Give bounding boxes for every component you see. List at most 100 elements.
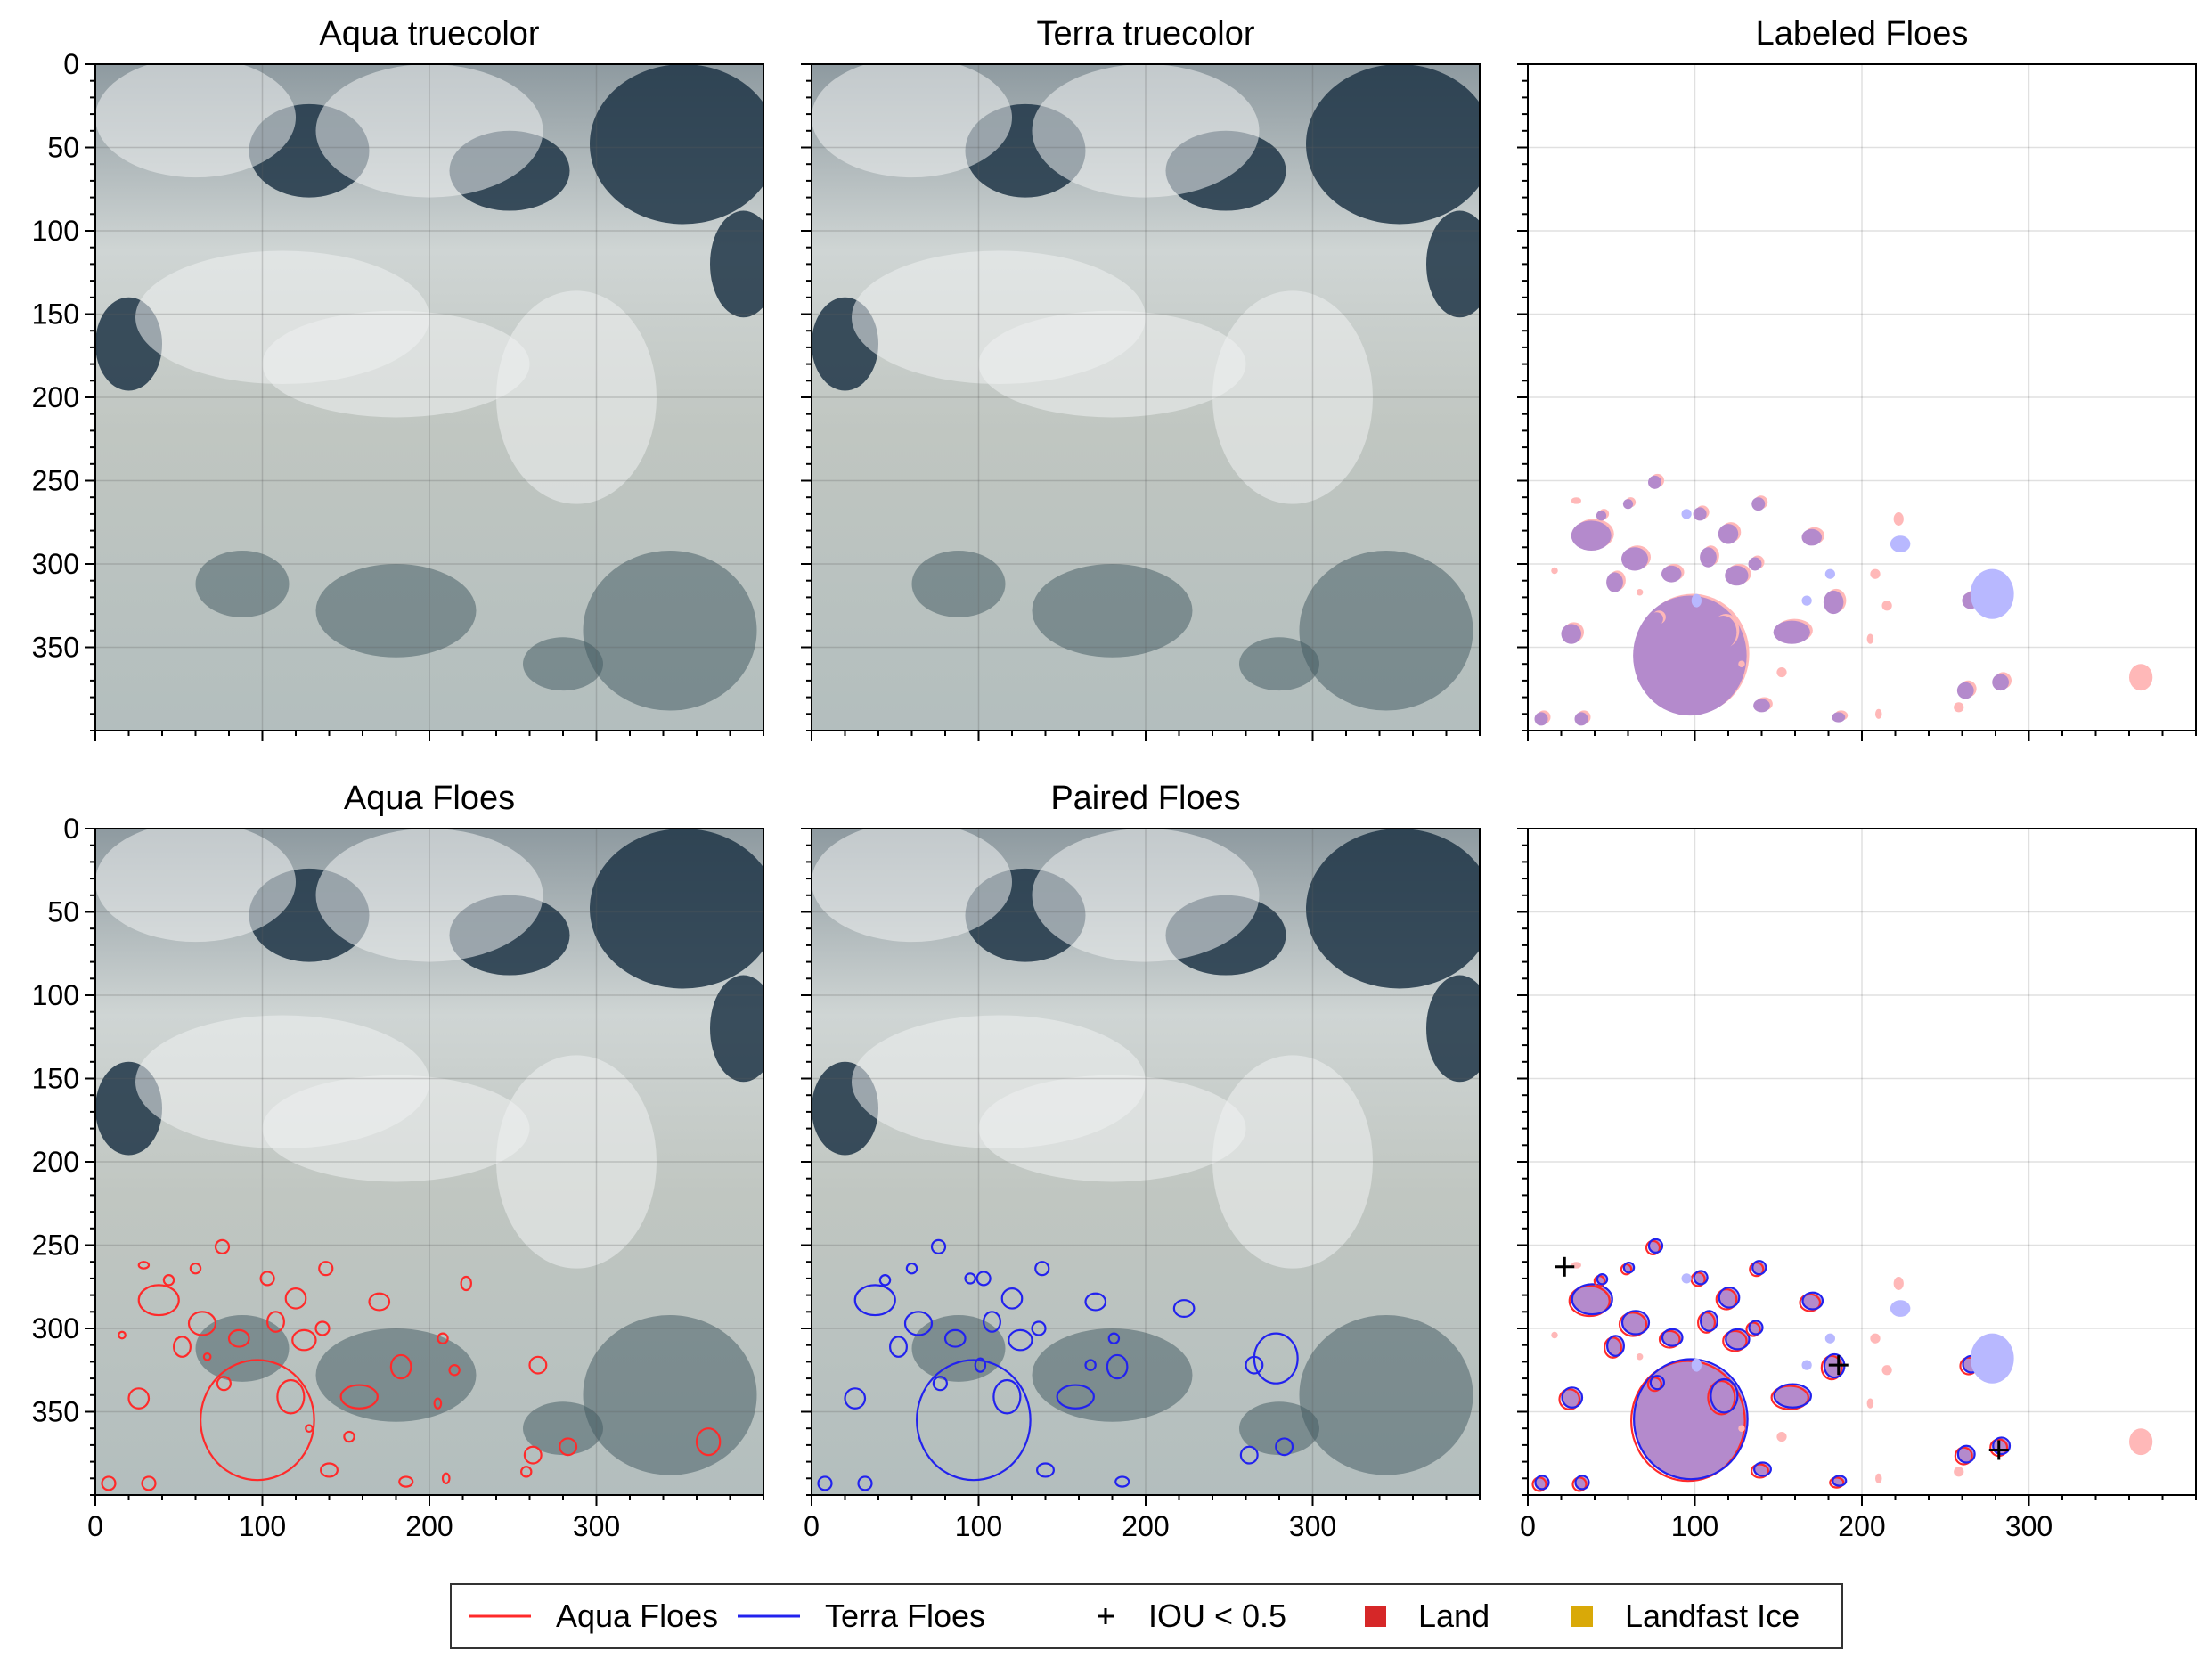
floe-label-fill xyxy=(1633,595,1747,716)
floe-label-fill xyxy=(1710,1379,1737,1414)
aqua-floe-outline xyxy=(1568,1285,1611,1318)
floe-label-fill xyxy=(1970,568,2014,619)
aqua-floe-outline xyxy=(141,1475,157,1491)
legend-label: Landfast Ice xyxy=(1625,1598,1800,1634)
terra-floe-outline xyxy=(1534,1475,1550,1491)
floe-label-fill xyxy=(1890,535,1911,552)
terra-floe-outline xyxy=(1718,1287,1741,1309)
legend-item: Terra Floes xyxy=(738,1598,985,1634)
open-water-region xyxy=(710,975,763,1083)
sea-ice-lead xyxy=(583,1315,757,1475)
terra-floe-outline xyxy=(857,1475,873,1491)
y-tick-label: 0 xyxy=(63,813,79,845)
floe-label-fill xyxy=(1700,547,1717,568)
floe-label-fill xyxy=(1956,682,1974,699)
panel-paired-floes: 0 100 200 300 Paired Floes xyxy=(801,780,1481,1542)
terra-floe-outline xyxy=(903,1311,934,1336)
terra-floe-outline xyxy=(1700,1310,1718,1332)
floe-label-fill xyxy=(1890,1300,1911,1317)
floe-label-fill xyxy=(1725,565,1749,586)
aqua-floe-outline xyxy=(173,1336,192,1358)
terra-floe-outline xyxy=(975,1271,992,1287)
cloud-region xyxy=(812,64,1012,178)
panel-title: Aqua truecolor xyxy=(319,15,539,53)
panel-content xyxy=(1528,829,2196,1495)
aqua-floe-outline xyxy=(1715,1288,1738,1311)
terra-floe-outline xyxy=(1034,1261,1050,1277)
legend-square-swatch xyxy=(1571,1606,1593,1627)
panels-layer: 0 50 100 150 200 250 300 350 Aqua truecolor Terra… xyxy=(32,15,2197,1542)
aqua-floe-outline xyxy=(216,1376,232,1392)
panel-content xyxy=(1528,64,2196,731)
y-tick-label: 150 xyxy=(32,1063,79,1095)
panel-aqua-floes: 0 50 100 150 200 250 300 350 0 100 200 300 Aqua Floe… xyxy=(32,780,764,1542)
open-water-region xyxy=(1306,64,1480,225)
terra-floe-outline xyxy=(1571,1283,1613,1316)
floe-label-fill xyxy=(1574,712,1588,726)
floe-label-fill xyxy=(1751,497,1766,511)
floe-label-fill xyxy=(1893,512,1904,526)
floe-label-fill xyxy=(1870,568,1881,579)
floe-label-fill xyxy=(1551,567,1558,575)
sea-ice-lead xyxy=(911,551,1006,617)
aqua-floe-outline xyxy=(162,1274,175,1287)
aqua-floe-outline xyxy=(1707,1379,1736,1416)
panel-pair-overlay: 0 100 200 300 xyxy=(1517,828,2197,1542)
terra-floe-outline xyxy=(974,1357,987,1373)
aqua-floe-outline xyxy=(214,1238,231,1254)
label-background xyxy=(1528,64,2196,731)
aqua-floe-outline xyxy=(1745,1321,1761,1337)
terra-floe-outline xyxy=(1620,1310,1651,1336)
terra-floe-outline xyxy=(817,1475,833,1491)
floe-label-fill xyxy=(1866,1398,1874,1409)
terra-floe-outline xyxy=(1114,1475,1130,1488)
aqua-floe-outline xyxy=(343,1430,355,1443)
floe-label-fill xyxy=(1801,528,1822,546)
y-tick-label: 0 xyxy=(63,48,79,80)
aqua-floe-outline xyxy=(368,1292,391,1312)
aqua-floe-outline xyxy=(1697,1312,1716,1334)
floe-label-fill xyxy=(1773,1385,1810,1409)
open-water-region xyxy=(1426,210,1480,318)
aqua-floe-outline xyxy=(101,1475,117,1491)
terra-floe-outline xyxy=(1031,1320,1047,1336)
x-tick-label: 0 xyxy=(804,1510,820,1542)
y-tick-label: 300 xyxy=(32,548,79,580)
legend-item: Aqua Floes xyxy=(469,1598,718,1634)
panel-aqua-truecolor: 0 50 100 150 200 250 300 350 Aqua truecolor xyxy=(32,15,764,741)
floe-label-fill xyxy=(1571,520,1612,552)
aqua-floe-outline xyxy=(118,1330,127,1340)
terra-floe-outline xyxy=(1753,1461,1772,1477)
panel-title: Paired Floes xyxy=(1050,780,1240,817)
terra-floe-outline xyxy=(1084,1292,1107,1312)
iou-below-threshold-marker xyxy=(1828,1355,1849,1376)
floe-label-fill xyxy=(1824,1333,1835,1344)
sea-ice-lead xyxy=(523,1401,603,1456)
floe-label-fill xyxy=(1954,702,1964,713)
terra-floe-outline xyxy=(1084,1359,1097,1371)
floe-label-fill xyxy=(1776,1431,1787,1442)
sea-ice-lead xyxy=(1239,637,1319,691)
legend-label: Terra Floes xyxy=(825,1598,985,1634)
terra-floe-outline xyxy=(1574,1475,1590,1491)
panel-content xyxy=(812,64,1480,731)
panel-title: Labeled Floes xyxy=(1756,15,1969,53)
x-tick-label: 200 xyxy=(405,1510,453,1542)
x-tick-label: 300 xyxy=(573,1510,620,1542)
x-tick-label: 200 xyxy=(1838,1510,1885,1542)
x-tick-label: 100 xyxy=(239,1510,286,1542)
panel-terra-truecolor: Terra truecolor xyxy=(801,15,1481,741)
aqua-floe-outline xyxy=(189,1262,202,1275)
terra-floe-outline xyxy=(1606,1335,1625,1357)
aqua-floe-outline xyxy=(437,1332,449,1344)
terra-floe-outline xyxy=(1751,1260,1767,1276)
y-tick-label: 300 xyxy=(32,1312,79,1344)
sea-ice-lead xyxy=(1032,1328,1193,1422)
aqua-floe-outline xyxy=(187,1311,217,1336)
sea-ice-lead xyxy=(1299,551,1473,711)
aqua-floe-outline xyxy=(528,1355,548,1375)
aqua-floe-outline xyxy=(1571,1476,1588,1492)
floe-label-fill xyxy=(1776,666,1787,678)
aqua-floe-outline xyxy=(389,1353,412,1380)
terra-floe-outline xyxy=(905,1262,918,1275)
